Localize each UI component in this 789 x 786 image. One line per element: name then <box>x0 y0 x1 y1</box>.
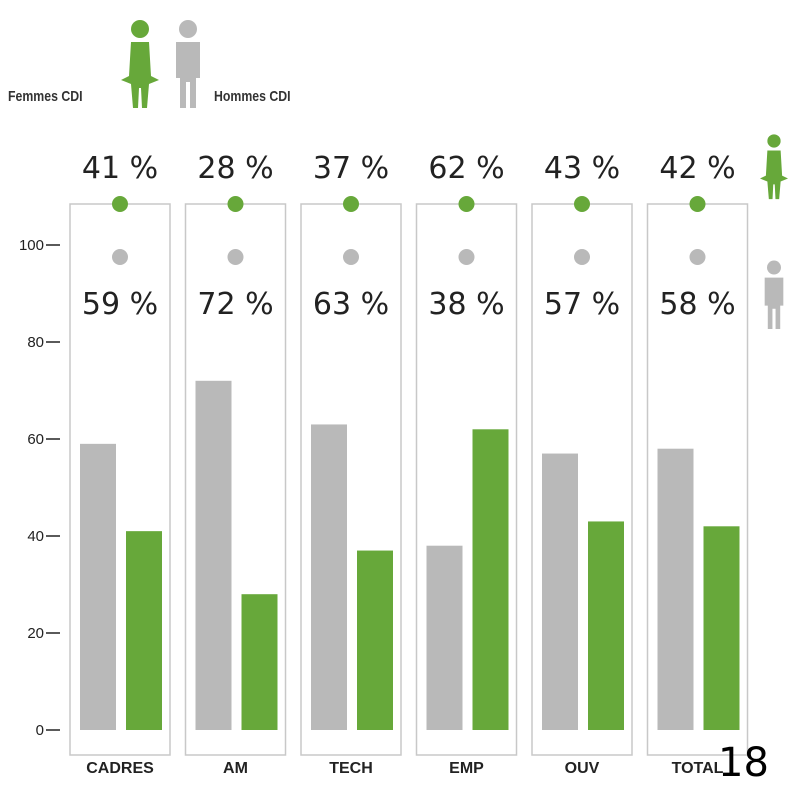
men-dot <box>689 249 706 265</box>
bar-women <box>126 531 162 730</box>
women-value-label: 42 % <box>659 151 735 186</box>
women-dot <box>343 196 359 212</box>
bar-men <box>195 380 232 730</box>
woman-icon <box>121 20 159 108</box>
women-dot <box>574 196 590 212</box>
bar-group-tech: 37 % 63 % TECH <box>300 151 402 777</box>
men-value-label: 57 % <box>544 287 620 322</box>
bar-women <box>241 594 278 730</box>
man-icon <box>764 260 784 329</box>
women-dot <box>458 196 475 212</box>
category-label: EMP <box>449 760 484 777</box>
men-value-label: 38 % <box>428 287 504 322</box>
bar-group-ouv: 43 % 57 % OUV <box>531 151 633 777</box>
woman-icon <box>760 134 788 200</box>
men-value-label: 59 % <box>82 287 158 322</box>
women-dot <box>689 196 706 212</box>
bar-group-cadres: 41 % 59 % CADRES <box>69 151 171 777</box>
men-dot <box>574 249 590 265</box>
bar-women <box>472 429 509 730</box>
women-dot <box>227 196 244 212</box>
women-value-label: 37 % <box>313 151 389 186</box>
men-dot <box>343 249 359 265</box>
y-axis: 0 20 40 60 80 100 <box>19 237 60 739</box>
bar-group-emp: 62 % 38 % EMP <box>415 151 518 777</box>
bar-men <box>80 443 116 730</box>
legend-label-women: Femmes CDI <box>8 88 83 105</box>
y-tick-label: 40 <box>27 528 44 545</box>
category-label: CADRES <box>86 760 154 777</box>
man-icon <box>176 20 200 108</box>
bar-group-total: 42 % 58 % TOTAL <box>646 151 749 777</box>
men-value-label: 72 % <box>197 287 273 322</box>
men-dot <box>458 249 475 265</box>
y-tick-label: 60 <box>27 431 44 448</box>
men-dot <box>227 249 244 265</box>
bar-women <box>357 550 393 730</box>
y-tick-label: 0 <box>36 722 44 739</box>
women-value-label: 43 % <box>544 151 620 186</box>
bar-men <box>311 424 347 730</box>
women-value-label: 28 % <box>197 151 273 186</box>
women-value-label: 41 % <box>82 151 158 186</box>
bar-men <box>426 545 463 730</box>
y-tick-label: 20 <box>27 625 44 642</box>
bar-women <box>588 521 624 730</box>
bar-group-am: 28 % 72 % AM <box>184 151 287 777</box>
category-label: TOTAL <box>672 760 724 777</box>
bar-men <box>542 453 578 730</box>
women-value-label: 62 % <box>428 151 504 186</box>
bar-men <box>657 448 694 730</box>
y-tick-label: 80 <box>27 334 44 351</box>
bar-women <box>703 526 740 730</box>
category-label: TECH <box>329 760 373 777</box>
women-dot <box>112 196 128 212</box>
y-tick-label: 100 <box>19 237 44 254</box>
page-number: 18 <box>718 740 769 786</box>
legend-label-men: Hommes CDI <box>214 88 291 105</box>
category-label: OUV <box>565 760 600 777</box>
category-label: AM <box>223 760 248 777</box>
men-value-label: 58 % <box>659 287 735 322</box>
men-value-label: 63 % <box>313 287 389 322</box>
bar-groups: 41 % 59 % CADRES 28 % 72 % AM 37 % 63 % TECH 62 %… <box>69 151 749 777</box>
men-dot <box>112 249 128 265</box>
